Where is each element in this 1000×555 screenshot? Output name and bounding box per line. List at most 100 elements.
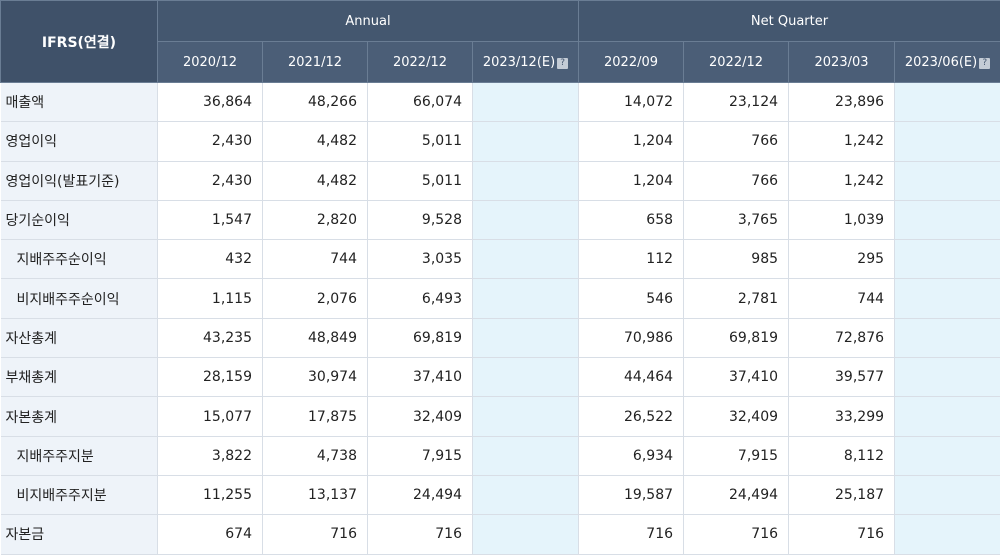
row-label: 자본총계 (1, 397, 158, 436)
value-cell: 32,409 (368, 397, 473, 436)
value-cell: 1,242 (789, 122, 895, 161)
column-header-quarter-3: 2023/06(E)? (895, 42, 1000, 83)
value-cell: 13,137 (263, 475, 368, 514)
value-cell: 2,781 (684, 279, 789, 318)
estimate-cell (473, 318, 579, 357)
value-cell: 2,820 (263, 200, 368, 239)
value-cell: 30,974 (263, 358, 368, 397)
value-cell: 1,242 (789, 161, 895, 200)
estimate-cell (473, 397, 579, 436)
value-cell: 1,204 (579, 122, 684, 161)
estimate-cell (473, 122, 579, 161)
column-header-label: 2022/09 (604, 55, 658, 70)
estimate-cell (895, 122, 1000, 161)
value-cell: 11,255 (158, 475, 263, 514)
value-cell: 3,765 (684, 200, 789, 239)
column-header-annual-3: 2023/12(E)? (473, 42, 579, 83)
value-cell: 5,011 (368, 161, 473, 200)
value-cell: 48,849 (263, 318, 368, 357)
net-quarter-group-header: Net Quarter (579, 1, 1000, 42)
value-cell: 1,547 (158, 200, 263, 239)
column-header-annual-0: 2020/12 (158, 42, 263, 83)
estimate-cell (473, 279, 579, 318)
column-header-quarter-1: 2022/12 (684, 42, 789, 83)
estimate-cell (895, 279, 1000, 318)
row-label: 지배주주순이익 (1, 240, 158, 279)
value-cell: 69,819 (684, 318, 789, 357)
row-label: 자본금 (1, 515, 158, 554)
value-cell: 26,522 (579, 397, 684, 436)
row-label: 매출액 (1, 83, 158, 122)
value-cell: 432 (158, 240, 263, 279)
estimate-cell (895, 515, 1000, 554)
value-cell: 43,235 (158, 318, 263, 357)
value-cell: 6,493 (368, 279, 473, 318)
value-cell: 32,409 (684, 397, 789, 436)
help-icon[interactable]: ? (557, 58, 568, 69)
value-cell: 23,896 (789, 83, 895, 122)
estimate-cell (473, 240, 579, 279)
value-cell: 112 (579, 240, 684, 279)
value-cell: 37,410 (368, 358, 473, 397)
column-header-label: 2022/12 (393, 55, 447, 70)
value-cell: 295 (789, 240, 895, 279)
estimate-cell (895, 397, 1000, 436)
value-cell: 24,494 (684, 475, 789, 514)
estimate-cell (473, 200, 579, 239)
value-cell: 70,986 (579, 318, 684, 357)
row-label: 비지배주주지분 (1, 475, 158, 514)
estimate-cell (895, 83, 1000, 122)
value-cell: 15,077 (158, 397, 263, 436)
column-header-quarter-2: 2023/03 (789, 42, 895, 83)
row-label: 비지배주주순이익 (1, 279, 158, 318)
value-cell: 4,482 (263, 122, 368, 161)
estimate-cell (895, 436, 1000, 475)
value-cell: 6,934 (579, 436, 684, 475)
value-cell: 5,011 (368, 122, 473, 161)
column-header-label: 2020/12 (183, 55, 237, 70)
value-cell: 1,204 (579, 161, 684, 200)
row-label: 자산총계 (1, 318, 158, 357)
value-cell: 9,528 (368, 200, 473, 239)
table-corner-label: IFRS(연결) (1, 1, 158, 83)
value-cell: 7,915 (368, 436, 473, 475)
value-cell: 24,494 (368, 475, 473, 514)
value-cell: 33,299 (789, 397, 895, 436)
annual-group-header: Annual (158, 1, 579, 42)
estimate-cell (895, 318, 1000, 357)
value-cell: 2,430 (158, 122, 263, 161)
value-cell: 766 (684, 122, 789, 161)
value-cell: 716 (263, 515, 368, 554)
value-cell: 766 (684, 161, 789, 200)
value-cell: 985 (684, 240, 789, 279)
value-cell: 36,864 (158, 83, 263, 122)
value-cell: 69,819 (368, 318, 473, 357)
row-label: 부채총계 (1, 358, 158, 397)
column-header-label: 2023/03 (815, 55, 869, 70)
value-cell: 674 (158, 515, 263, 554)
estimate-cell (473, 436, 579, 475)
estimate-cell (895, 240, 1000, 279)
estimate-cell (473, 161, 579, 200)
estimate-cell (895, 358, 1000, 397)
value-cell: 716 (684, 515, 789, 554)
value-cell: 546 (579, 279, 684, 318)
estimate-cell (473, 358, 579, 397)
help-icon[interactable]: ? (979, 58, 990, 69)
column-header-quarter-0: 2022/09 (579, 42, 684, 83)
value-cell: 3,035 (368, 240, 473, 279)
